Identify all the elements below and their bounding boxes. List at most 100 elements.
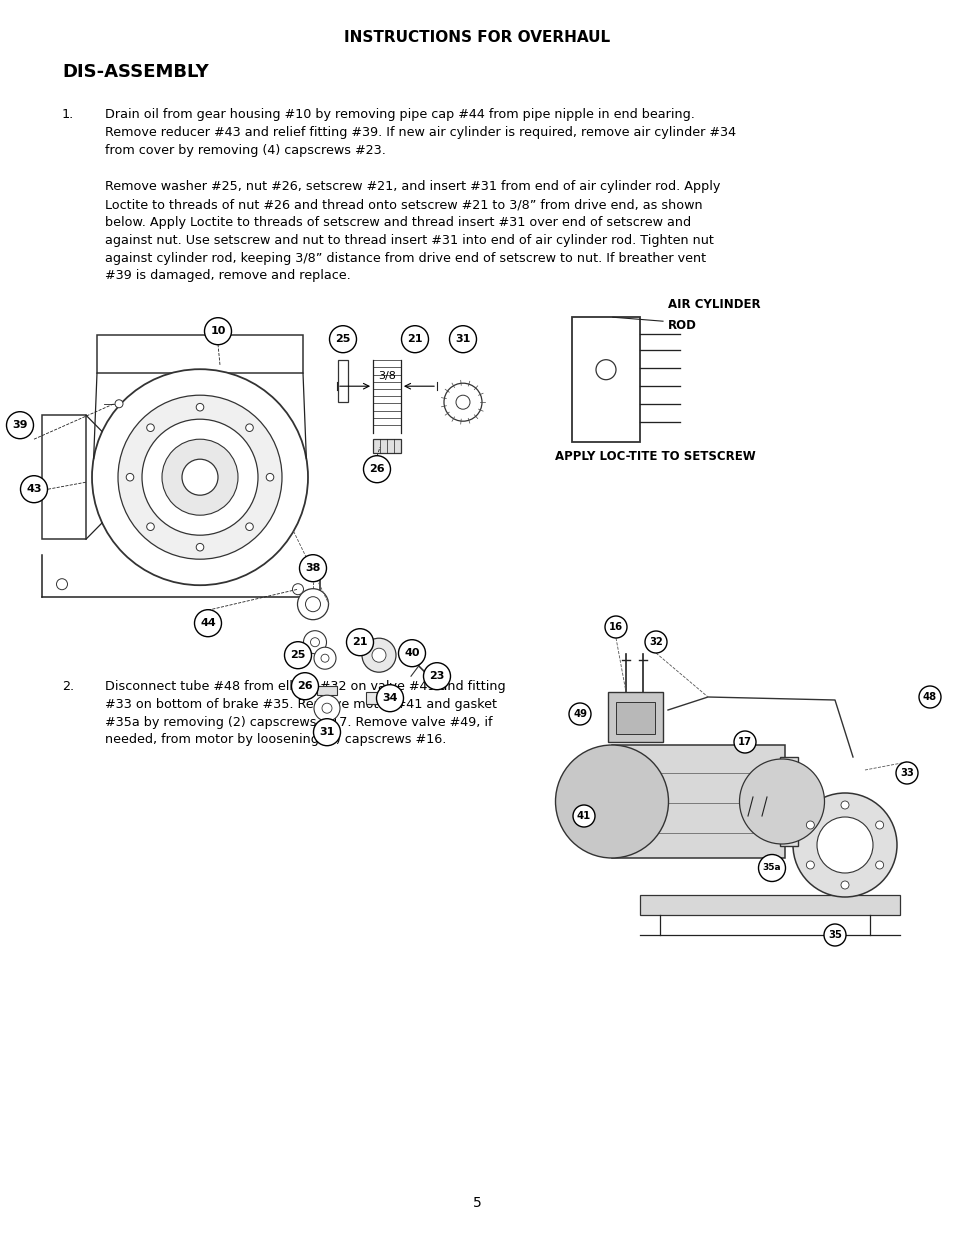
- Circle shape: [841, 802, 848, 809]
- Bar: [612, 745, 784, 858]
- Circle shape: [204, 317, 232, 345]
- Circle shape: [182, 459, 218, 495]
- Circle shape: [314, 695, 339, 721]
- Circle shape: [823, 924, 845, 946]
- Circle shape: [303, 631, 326, 653]
- Circle shape: [875, 861, 882, 869]
- Text: 21: 21: [352, 637, 367, 647]
- Text: against cylinder rod, keeping 3/8” distance from drive end of setscrew to nut. I: against cylinder rod, keeping 3/8” dista…: [105, 252, 705, 264]
- Text: below. Apply Loctite to threads of setscrew and thread insert #31 over end of se: below. Apply Loctite to threads of setsc…: [105, 216, 690, 228]
- Circle shape: [314, 719, 340, 746]
- Circle shape: [314, 647, 335, 669]
- Circle shape: [363, 456, 390, 483]
- Circle shape: [162, 440, 237, 515]
- Circle shape: [739, 760, 823, 844]
- Bar: [373, 440, 400, 453]
- Circle shape: [292, 673, 318, 700]
- Text: 17: 17: [738, 737, 751, 747]
- Circle shape: [329, 326, 356, 353]
- Circle shape: [91, 369, 308, 585]
- Circle shape: [7, 411, 33, 438]
- Text: 25: 25: [290, 650, 305, 661]
- Circle shape: [322, 703, 332, 713]
- Circle shape: [604, 616, 626, 638]
- Bar: [366, 692, 384, 704]
- Circle shape: [115, 400, 123, 408]
- Text: 44: 44: [200, 619, 215, 629]
- Circle shape: [644, 631, 666, 653]
- Text: #33 on bottom of brake #35. Remove motor #41 and gasket: #33 on bottom of brake #35. Remove motor…: [105, 698, 497, 711]
- Circle shape: [194, 610, 221, 637]
- Circle shape: [805, 821, 814, 829]
- Circle shape: [346, 629, 374, 656]
- Circle shape: [398, 640, 425, 667]
- Polygon shape: [639, 895, 899, 915]
- Text: 2.: 2.: [62, 680, 74, 693]
- Bar: [316, 687, 336, 695]
- Text: 25: 25: [335, 335, 351, 345]
- Circle shape: [449, 326, 476, 353]
- Text: 26: 26: [297, 682, 313, 692]
- Text: INSTRUCTIONS FOR OVERHAUL: INSTRUCTIONS FOR OVERHAUL: [344, 31, 609, 46]
- Circle shape: [142, 419, 257, 535]
- Bar: [337, 361, 348, 403]
- Circle shape: [126, 473, 133, 480]
- Text: APPLY LOC-TITE TO SETSCREW: APPLY LOC-TITE TO SETSCREW: [555, 451, 755, 463]
- Text: 35: 35: [827, 930, 841, 940]
- Text: 48: 48: [922, 692, 936, 701]
- Text: 31: 31: [455, 335, 470, 345]
- Circle shape: [196, 543, 204, 551]
- Circle shape: [596, 359, 616, 379]
- Bar: [42, 415, 86, 540]
- Text: 26: 26: [369, 464, 384, 474]
- Text: ROD: ROD: [667, 319, 696, 332]
- Text: 21: 21: [407, 335, 422, 345]
- Circle shape: [733, 731, 755, 753]
- Circle shape: [118, 395, 282, 559]
- Bar: [780, 757, 797, 846]
- Circle shape: [555, 745, 668, 858]
- Circle shape: [266, 473, 274, 480]
- Text: Drain oil from gear housing #10 by removing pipe cap #44 from pipe nipple in end: Drain oil from gear housing #10 by remov…: [105, 107, 694, 121]
- Text: Disconnect tube #48 from elbow #32 on valve #49 and fitting: Disconnect tube #48 from elbow #32 on va…: [105, 680, 505, 693]
- Text: AIR CYLINDER: AIR CYLINDER: [667, 298, 760, 311]
- Text: 23: 23: [429, 671, 444, 682]
- Circle shape: [875, 821, 882, 829]
- Text: 40: 40: [404, 648, 419, 658]
- Circle shape: [246, 424, 253, 431]
- Circle shape: [284, 642, 312, 668]
- Text: 35a: 35a: [761, 863, 781, 872]
- Circle shape: [805, 861, 814, 869]
- Text: 38: 38: [305, 563, 320, 573]
- Circle shape: [310, 637, 319, 647]
- Text: 31: 31: [319, 727, 335, 737]
- Bar: [607, 692, 662, 742]
- Text: 1.: 1.: [62, 107, 74, 121]
- Circle shape: [895, 762, 917, 784]
- Bar: [616, 701, 655, 734]
- Circle shape: [297, 589, 328, 620]
- Circle shape: [456, 395, 470, 409]
- Circle shape: [147, 424, 154, 431]
- Text: 39: 39: [12, 420, 28, 430]
- Circle shape: [299, 555, 326, 582]
- Text: 34: 34: [382, 693, 397, 703]
- Circle shape: [196, 404, 204, 411]
- Circle shape: [401, 326, 428, 353]
- Bar: [572, 317, 639, 442]
- Text: from cover by removing (4) capscrews #23.: from cover by removing (4) capscrews #23…: [105, 143, 385, 157]
- Circle shape: [20, 475, 48, 503]
- Circle shape: [147, 522, 154, 531]
- Circle shape: [792, 793, 896, 897]
- Circle shape: [443, 383, 481, 421]
- Circle shape: [423, 663, 450, 689]
- Text: #39 is damaged, remove and replace.: #39 is damaged, remove and replace.: [105, 269, 351, 283]
- Text: DIS-ASSEMBLY: DIS-ASSEMBLY: [62, 63, 209, 82]
- Text: 33: 33: [900, 768, 913, 778]
- Circle shape: [293, 584, 303, 595]
- Circle shape: [568, 703, 590, 725]
- Circle shape: [841, 881, 848, 889]
- Circle shape: [816, 818, 872, 873]
- Text: Loctite to threads of nut #26 and thread onto setscrew #21 to 3/8” from drive en: Loctite to threads of nut #26 and thread…: [105, 198, 702, 211]
- Circle shape: [918, 685, 940, 708]
